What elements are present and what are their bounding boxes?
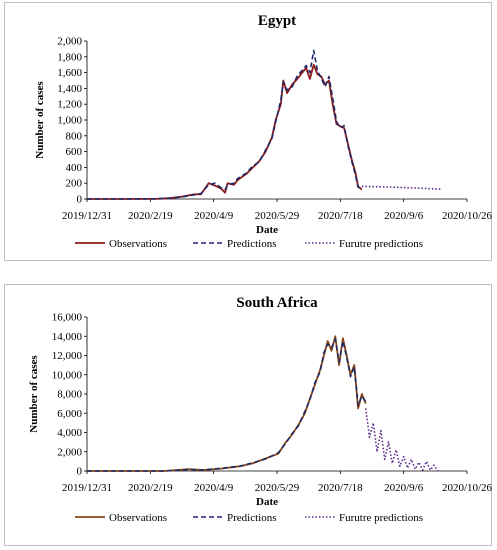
chart-title: South Africa (236, 295, 318, 311)
y-tick-label: 600 (66, 146, 83, 158)
legend-label: Observations (109, 512, 167, 524)
y-tick-label: 1,800 (57, 51, 82, 63)
x-tick-label: 2020/4/9 (194, 482, 234, 494)
y-tick-label: 400 (66, 162, 83, 174)
chart-svg: South Africa 0 2,000 4,000 6,000 8,000 10,000 1… (28, 295, 493, 524)
y-tick-label: 0 (77, 466, 83, 478)
x-tick-label: 2020/7/18 (318, 210, 363, 222)
y-tick-label: 1,000 (57, 115, 82, 127)
x-axis-label: Date (256, 224, 278, 236)
x-tick-label: 2020/5/29 (255, 210, 300, 222)
y-tick-label: 8,000 (57, 389, 82, 401)
series-line-observations (87, 335, 367, 472)
y-tick-label: 12,000 (52, 350, 83, 362)
legend-label: Predictions (227, 512, 277, 524)
legend-item-predictions: Predictions (193, 512, 277, 524)
y-tick-label: 16,000 (52, 312, 83, 324)
x-axis-label: Date (256, 496, 278, 508)
legend-label: Predictions (227, 238, 277, 250)
legend-item-observations: Observations (75, 238, 167, 250)
x-tick-label: 2020/2/19 (128, 210, 173, 222)
y-tick-label: 0 (77, 194, 83, 206)
series-line-furutre-predictions (361, 185, 441, 190)
x-tick-label: 2020/7/18 (318, 482, 363, 494)
y-axis-label: Number of cases (28, 355, 40, 433)
x-tick-label: 2020/5/29 (255, 482, 300, 494)
y-tick-label: 200 (66, 178, 83, 190)
legend-item-furutre-predictions: Furutre predictions (305, 238, 423, 250)
y-axis-label: Number of cases (34, 81, 46, 159)
x-tick-label: 2020/9/6 (384, 482, 424, 494)
x-tick-label: 2019/12/31 (62, 482, 112, 494)
legend-label: Observations (109, 238, 167, 250)
legend-item-predictions: Predictions (193, 238, 277, 250)
legend-item-observations: Observations (75, 512, 167, 524)
chart-svg: Egypt 0 200 400 600 800 1,000 1,200 1,400 1,600 1,… (34, 13, 493, 250)
series-line-predictions (87, 49, 363, 200)
x-tick-label: 2020/10/26 (442, 482, 493, 494)
y-tick-label: 10,000 (52, 369, 83, 381)
legend-label: Furutre predictions (339, 238, 423, 250)
egypt-chart-panel: Egypt 0 200 400 600 800 1,000 1,200 1,400 1,600 1,… (4, 2, 493, 261)
series-line-predictions (87, 338, 367, 472)
south-africa-chart-panel: South Africa 0 2,000 4,000 6,000 8,000 10,000 1… (4, 284, 493, 546)
series-line-furutre-predictions (364, 408, 439, 472)
y-tick-label: 2,000 (57, 446, 82, 458)
y-tick-label: 1,600 (57, 67, 82, 79)
y-tick-label: 14,000 (52, 331, 83, 343)
y-tick-label: 1,400 (57, 83, 82, 95)
series-line-observations (87, 63, 363, 200)
x-tick-label: 2020/9/6 (384, 210, 424, 222)
y-tick-label: 800 (66, 130, 83, 142)
y-tick-label: 4,000 (57, 427, 82, 439)
x-tick-label: 2019/12/31 (62, 210, 112, 222)
chart-title: Egypt (258, 13, 296, 29)
y-tick-label: 1,200 (57, 99, 82, 111)
y-tick-label: 2,000 (57, 36, 82, 48)
x-tick-label: 2020/2/19 (128, 482, 173, 494)
x-tick-label: 2020/4/9 (194, 210, 234, 222)
legend-label: Furutre predictions (339, 512, 423, 524)
y-tick-label: 6,000 (57, 408, 82, 420)
x-tick-label: 2020/10/26 (442, 210, 493, 222)
legend-item-furutre-predictions: Furutre predictions (305, 512, 423, 524)
